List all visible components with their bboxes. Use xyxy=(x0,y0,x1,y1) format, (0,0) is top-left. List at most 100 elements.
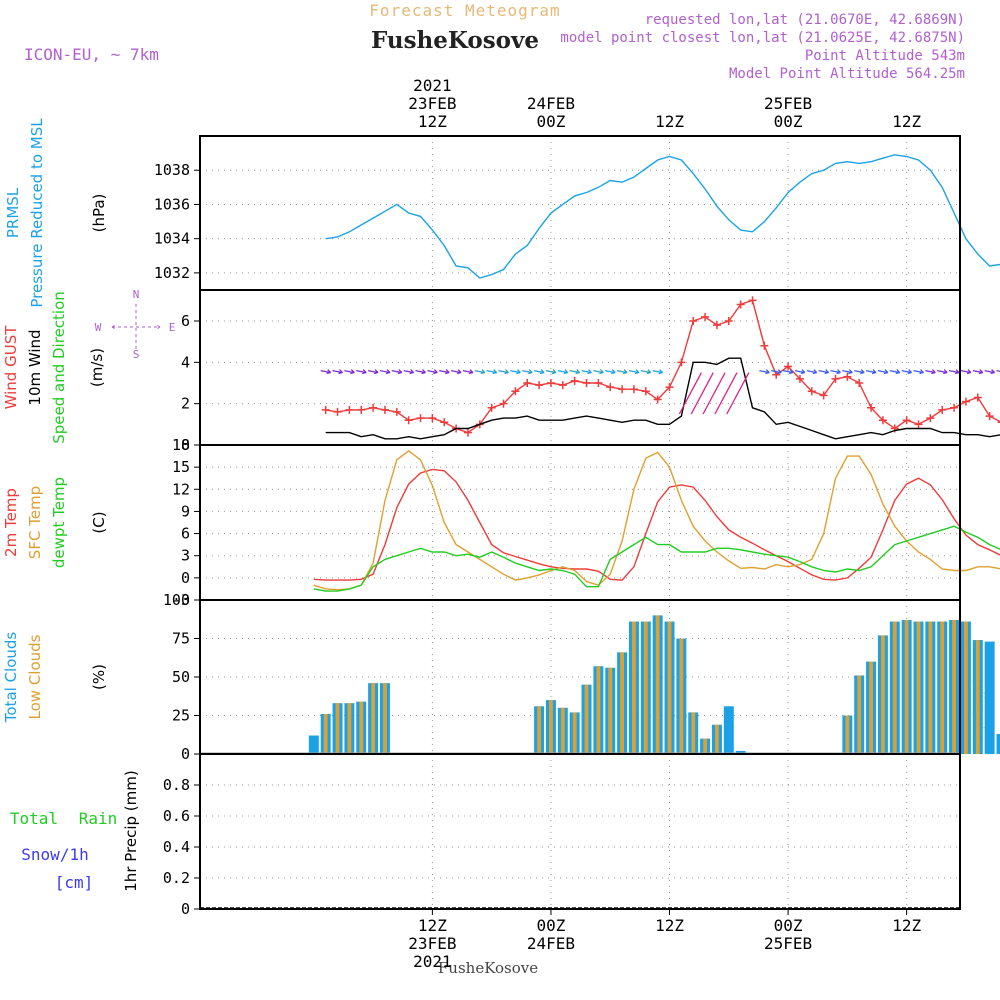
gust-marker xyxy=(594,379,603,387)
panel-unit: (m/s) xyxy=(88,348,106,387)
y-tick-label: 1038 xyxy=(154,161,190,179)
wind-direction-arrow xyxy=(344,369,355,375)
wind-direction-arrow xyxy=(415,369,426,375)
panel-unit: 1hr Precip (mm) xyxy=(122,770,140,891)
wind-direction-arrow xyxy=(474,369,486,375)
low-cloud-bar xyxy=(667,621,672,754)
low-cloud-bar xyxy=(881,635,885,754)
gust-marker xyxy=(641,387,650,396)
bottom-hour-label: 00Z xyxy=(536,916,565,935)
low-cloud-bar xyxy=(620,652,624,754)
bottom-hour-label: 12Z xyxy=(418,916,447,935)
bottom-hour-label: 12Z xyxy=(892,916,921,935)
gust-marker xyxy=(321,405,330,414)
wind-direction-arrow xyxy=(972,369,984,375)
gust-marker xyxy=(985,412,994,421)
total-cloud-bar xyxy=(996,733,1000,754)
gust-marker xyxy=(914,420,923,429)
low-cloud-bar xyxy=(549,700,553,754)
gust-marker xyxy=(392,407,401,416)
y-tick-label: -3 xyxy=(172,591,190,609)
compass-icon xyxy=(111,304,161,350)
wind-direction-arrow xyxy=(640,369,652,375)
low-cloud-bar xyxy=(371,683,376,754)
y-tick-label: 6 xyxy=(181,312,190,330)
low-cloud-bar xyxy=(940,621,945,754)
panel-label: Total xyxy=(10,809,58,828)
wind-direction-arrow xyxy=(605,369,616,375)
low-cloud-bar xyxy=(537,706,541,754)
panel-frame xyxy=(199,753,961,910)
wind-direction-arrow xyxy=(771,369,782,375)
gust-marker xyxy=(333,407,342,416)
panel-label: Total Clouds xyxy=(2,632,20,724)
gust-marker xyxy=(748,296,757,305)
gust-marker xyxy=(677,358,686,367)
low-cloud-bar xyxy=(572,712,577,754)
gust-marker xyxy=(416,414,425,423)
compass-west: W xyxy=(95,321,102,334)
low-cloud-bar xyxy=(715,724,719,754)
y-tick-label: 2 xyxy=(181,395,190,413)
top-hour-label: 00Z xyxy=(536,112,565,131)
bottom-hour-label: 12Z xyxy=(655,916,684,935)
wind-direction-arrow xyxy=(913,369,924,375)
wind-direction-arrow xyxy=(616,369,628,375)
series-line-prmsl xyxy=(325,154,1000,279)
wind-direction-arrow xyxy=(439,369,450,375)
wind-direction-arrow xyxy=(486,369,498,375)
panel-1: 1032 1034 1036 1038 PRMSL Pressure Reduced to… xyxy=(4,118,1000,308)
bottom-year-label: 2021 xyxy=(413,952,452,971)
panel-3: -3 0 3 6 9 12 15 18 2m Temp SFC Temp dewpt Temp (C) xyxy=(2,436,1000,609)
series-line-dewpt-temp xyxy=(313,525,1000,592)
panel-label: 2m Temp xyxy=(2,488,20,557)
wind-direction-arrow xyxy=(332,369,343,375)
panel-unit: (hPa) xyxy=(90,194,108,233)
y-tick-label: 15 xyxy=(172,458,190,476)
gust-marker xyxy=(784,362,793,371)
y-tick-label: 18 xyxy=(172,436,190,454)
top-date-label: 24FEB xyxy=(527,94,575,113)
gust-marker xyxy=(487,403,496,412)
wind-direction-arrow xyxy=(678,372,702,415)
gust-marker xyxy=(926,414,935,423)
wind-direction-arrow xyxy=(356,369,367,375)
wind-direction-arrow xyxy=(320,369,332,375)
low-cloud-bar xyxy=(928,621,933,754)
panel-label: dewpt Temp xyxy=(50,477,68,568)
panel-unit: (%) xyxy=(90,664,108,690)
bottom-hour-label: 00Z xyxy=(774,916,803,935)
wind-direction-arrow xyxy=(996,370,1000,372)
gust-marker xyxy=(973,393,982,402)
wind-direction-arrow xyxy=(510,369,521,375)
gust-marker xyxy=(867,403,876,412)
wind-direction-arrow xyxy=(581,369,592,375)
gust-marker xyxy=(523,379,532,387)
low-cloud-bar xyxy=(845,715,850,754)
compass-south: S xyxy=(133,348,140,361)
panel-unit: (C) xyxy=(90,511,108,533)
low-cloud-bar xyxy=(904,620,909,754)
total-cloud-bar xyxy=(308,735,319,754)
gust-marker xyxy=(665,383,674,392)
wind-direction-arrow xyxy=(702,372,726,415)
compass-east: E xyxy=(169,321,176,334)
gust-marker xyxy=(950,403,959,412)
gust-marker xyxy=(653,395,662,404)
time-axis: 12Z23FEB12Z23FEB00Z24FEB00Z24FEB12Z12Z00… xyxy=(408,76,921,971)
wind-direction-arrow xyxy=(533,369,545,375)
low-cloud-bar xyxy=(916,621,921,754)
wind-direction-arrow xyxy=(403,369,415,375)
gust-marker xyxy=(961,397,970,406)
gust-marker xyxy=(689,317,698,325)
total-cloud-bar xyxy=(735,750,746,754)
y-tick-label: 0 xyxy=(181,569,190,587)
model-name: ICON-EU, ~ 7km xyxy=(24,45,159,64)
panel-4: 0 25 50 75 100 Total Clouds Low Clouds (%) xyxy=(2,591,1000,763)
top-year-label: 2021 xyxy=(413,76,452,95)
gust-marker xyxy=(819,391,828,400)
wind-direction-arrow xyxy=(379,369,391,375)
wind-direction-arrow xyxy=(391,369,403,375)
